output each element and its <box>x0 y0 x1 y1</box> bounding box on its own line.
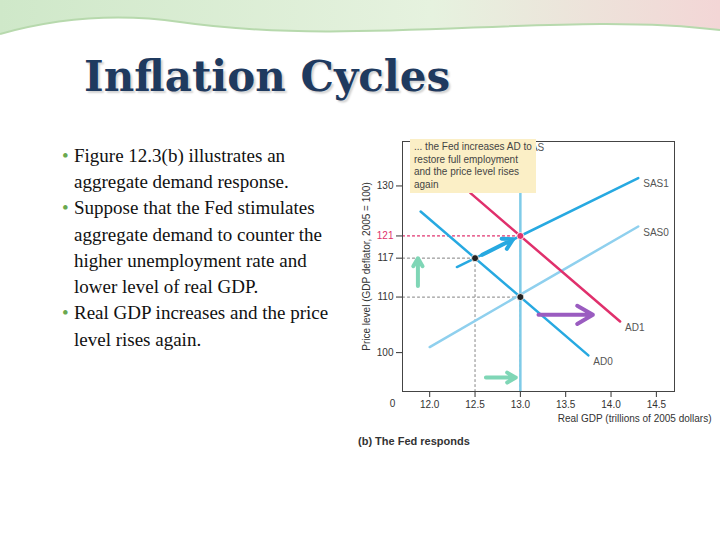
svg-text:AD1: AD1 <box>625 322 645 333</box>
svg-text:14.0: 14.0 <box>601 399 621 410</box>
html-text:(b) The Fed responds: (b) The Fed responds <box>358 435 470 447</box>
svg-text:121: 121 <box>377 230 394 241</box>
html-text:Real GDP increases and the pri: Real GDP increases and the price level r… <box>74 302 329 350</box>
svg-text:SAS0: SAS0 <box>643 227 669 238</box>
svg-text:13.5: 13.5 <box>556 399 576 410</box>
svg-text:12.0: 12.0 <box>420 399 440 410</box>
svg-text:117: 117 <box>378 252 394 263</box>
svg-text:12.5: 12.5 <box>465 399 485 410</box>
html-text:Suppose that the Fed stimulate: Suppose that the Fed stimulates aggregat… <box>74 197 322 298</box>
svg-text:100: 100 <box>377 347 394 358</box>
svg-text:110: 110 <box>378 291 394 302</box>
svg-text:AD0: AD0 <box>593 356 613 367</box>
svg-text:130: 130 <box>377 180 394 191</box>
svg-text:Real GDP (trillions of 2005 do: Real GDP (trillions of 2005 dollars) <box>558 413 712 424</box>
html-text:... the Fed increases AD to re: ... the Fed increases AD to restore full… <box>414 141 532 190</box>
svg-text:SAS1: SAS1 <box>643 178 669 189</box>
html-text:Inflation Cycles: Inflation Cycles <box>84 52 451 101</box>
html-text:Figure 12.3(b) illustrates an: Figure 12.3(b) illustrates an aggregate … <box>74 145 289 193</box>
svg-text:13.0: 13.0 <box>511 399 531 410</box>
svg-text:Price level (GDP deflator, 200: Price level (GDP deflator, 2005 = 100) <box>361 182 372 351</box>
svg-text:14.5: 14.5 <box>647 399 667 410</box>
svg-text:0: 0 <box>390 398 396 409</box>
